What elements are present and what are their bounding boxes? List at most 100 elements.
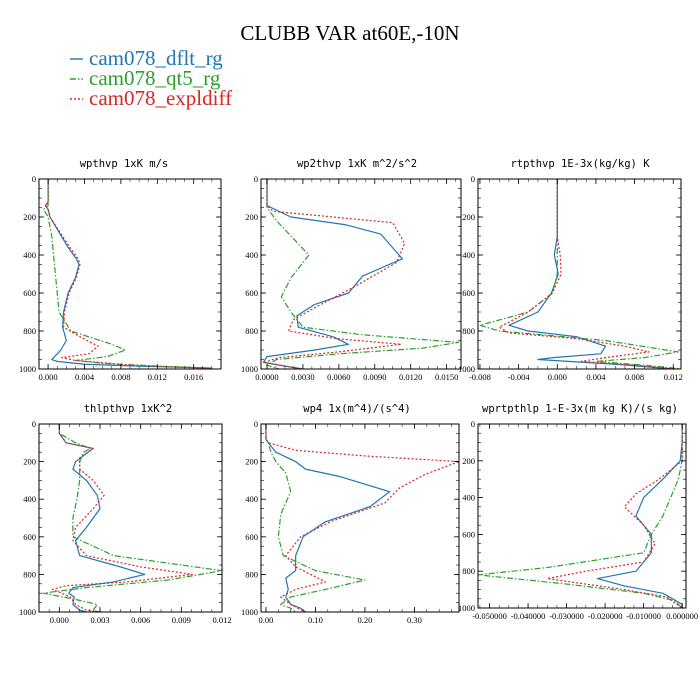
series-line-cam078_dflt_rg [44,179,212,369]
x-tick-label: -0.040000 [511,611,546,621]
panel-5: wp4 1x(m^4)/(s^4) 0 200 400 600 800 10000.00 0.… [241,403,460,625]
y-tick-label: 1000 [458,603,475,613]
series-line-cam078_dflt_rg [265,424,391,612]
panel-title: wpthvp 1xK m/s [80,158,169,170]
series-group [478,424,683,608]
plot-frame [260,423,460,613]
y-tick-label: 1000 [458,364,475,374]
panel-title: rtpthvp 1E-3x(kg/kg) K [510,158,650,170]
panel-6: wprtpthlp 1-E-3x(m kg K)/(s kg) 0 200 400 60… [458,403,698,621]
x-tick-label: 0.00 [259,615,274,625]
series-line-cam078_expldiff [265,424,459,612]
y-tick-label: 1000 [241,364,258,374]
series-line-cam078_qt5_rg [266,179,460,369]
x-tick-label: 0.30 [407,615,422,625]
y-tick-label: 600 [23,288,36,298]
y-tick-label: 800 [23,569,36,579]
x-tick-label: -0.020000 [588,611,623,621]
plot-frame [477,178,682,370]
x-tick-label: 0.000000 [666,611,698,621]
x-tick-label: 0.000 [39,372,58,382]
y-tick-label: 600 [245,532,258,542]
y-tick-label: 0 [471,419,475,429]
series-line-cam078_expldiff [44,179,212,369]
y-tick-label: 200 [245,457,258,467]
panel-3: rtpthvp 1E-3x(kg/kg) K02004006008001000-… [458,158,683,382]
x-tick-label: 0.003 [90,615,109,625]
legend-label-qt5: cam078_qt5_rg [89,66,221,90]
y-tick-label: 600 [23,532,36,542]
y-tick-label: 400 [245,250,258,260]
y-tick-label: 800 [245,326,258,336]
series-group [479,179,681,369]
series-line-cam078_qt5_rg [479,179,681,369]
y-tick-label: 800 [245,569,258,579]
y-tick-label: 800 [462,326,475,336]
legend: cam078_dflt_rg cam078_qt5_rg cam078_expl… [70,46,232,110]
x-tick-label: 0.0150 [435,372,458,382]
y-tick-label: 0 [254,174,258,184]
series-line-cam078_dflt_rg [262,179,403,369]
y-tick-label: 200 [23,212,36,222]
legend-label-expl: cam078_expldiff [89,86,232,110]
x-tick-label: 0.000 [548,372,567,382]
y-tick-label: 0 [32,419,36,429]
x-tick-label: 0.0090 [363,372,386,382]
y-tick-label: 800 [462,566,475,576]
x-tick-label: -0.030000 [549,611,584,621]
y-tick-label: 600 [462,529,475,539]
y-tick-label: 1000 [19,364,36,374]
legend-label-dflt: cam078_dflt_rg [89,46,223,70]
y-tick-label: 0 [254,419,258,429]
series-line-cam078_expldiff [498,179,674,369]
series-line-cam078_expldiff [546,424,683,608]
y-tick-label: 800 [23,326,36,336]
y-tick-label: 400 [23,250,36,260]
y-tick-label: 1000 [19,607,36,617]
panel-title: wp4 1x(m^4)/(s^4) [303,403,410,415]
series-group [265,424,459,612]
x-tick-label: 0.0120 [399,372,422,382]
panel-1: wpthvp 1xK m/s 0 200 400 600 800 10000.000 0.00… [19,158,222,382]
panel-title: wprtpthlp 1-E-3x(m kg K)/(s kg) [482,403,678,415]
figure-title: CLUBB VAR at60E,-10N [240,21,459,45]
x-tick-label: 0.012 [212,615,231,625]
x-tick-label: -0.010000 [626,611,661,621]
series-line-cam078_qt5_rg [42,424,222,612]
y-tick-label: 1000 [241,607,258,617]
x-tick-label: 0.016 [184,372,203,382]
y-tick-label: 0 [32,174,36,184]
x-tick-label: 0.20 [358,615,373,625]
x-tick-label: 0.000 [50,615,69,625]
series-line-cam078_qt5_rg [265,424,366,612]
legend-entry-expl: cam078_expldiff [70,86,232,110]
x-tick-label: 0.008 [625,372,644,382]
y-tick-label: 200 [462,456,475,466]
y-tick-label: 600 [462,288,475,298]
y-tick-label: 400 [23,494,36,504]
x-tick-label: 0.0000 [255,372,278,382]
y-tick-label: 0 [471,174,475,184]
x-tick-label: 0.004 [586,372,606,382]
x-tick-label: 0.0060 [327,372,350,382]
y-tick-label: 200 [23,457,36,467]
series-line-cam078_qt5_rg [42,179,212,369]
x-tick-label: -0.008 [469,372,491,382]
series-group [42,424,222,612]
series-line-cam078_expldiff [263,179,406,369]
series-line-cam078_dflt_rg [508,179,674,369]
panel-title: thlpthvp 1xK^2 [84,403,173,415]
y-tick-label: 400 [462,493,475,503]
plot-frame [477,423,687,609]
panel-4: thlpthvp 1xK^2 0 200 400 600 800 1000 0.000 0.00… [19,403,232,625]
x-tick-label: -0.004 [508,372,531,382]
panel-2: wp2thvp 1xK m^2/s^2020040060080010000.00… [241,158,462,382]
y-tick-label: 400 [462,250,475,260]
y-tick-label: 200 [462,212,475,222]
y-tick-label: 400 [245,494,258,504]
legend-entry-qt5: cam078_qt5_rg [70,66,221,90]
series-line-cam078_expldiff [51,424,193,612]
x-tick-label: 0.012 [148,372,167,382]
